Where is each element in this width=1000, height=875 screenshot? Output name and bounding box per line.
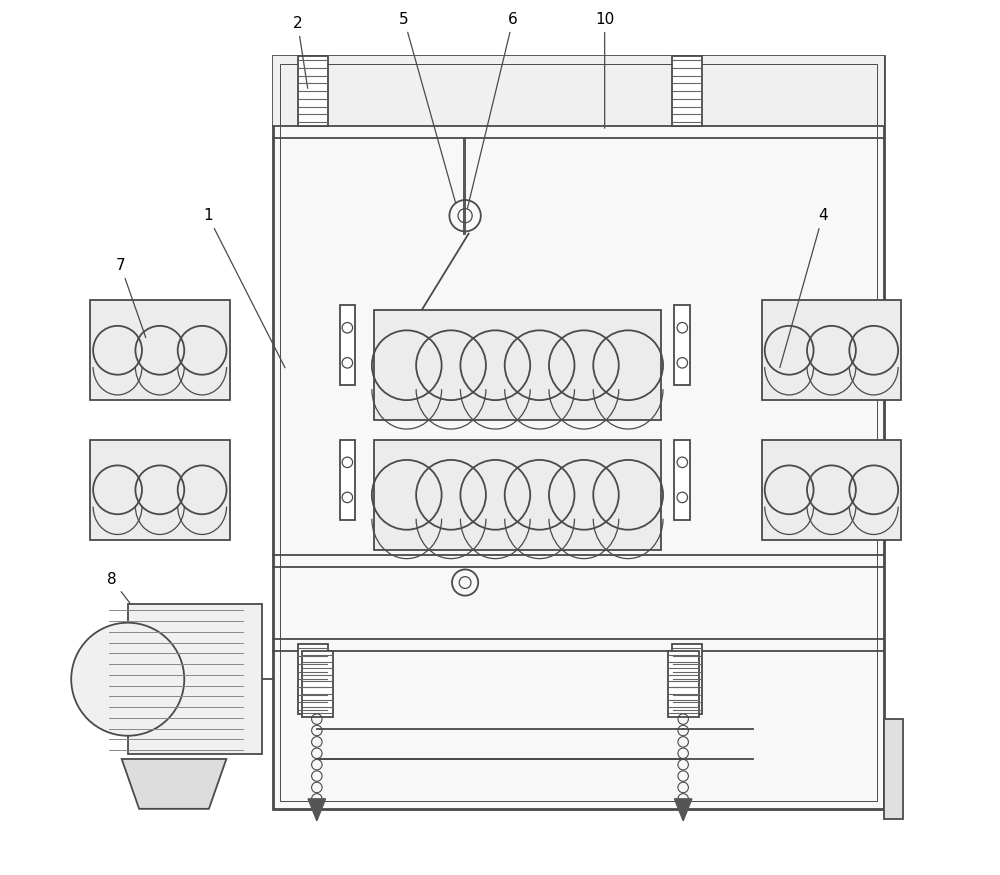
Bar	[674, 305, 690, 385]
Bar	[762, 440, 901, 540]
Circle shape	[71, 623, 184, 736]
Bar	[762, 300, 901, 400]
Bar	[672, 56, 702, 126]
Text: 4: 4	[780, 208, 828, 368]
Bar	[298, 644, 328, 714]
Text: 10: 10	[595, 12, 614, 129]
Text: 2: 2	[293, 16, 308, 88]
Bar	[90, 440, 230, 540]
Bar	[668, 651, 699, 718]
Bar	[674, 440, 690, 520]
Polygon shape	[122, 759, 226, 808]
Bar	[374, 440, 661, 550]
Text: 8: 8	[107, 572, 141, 617]
Bar	[672, 644, 702, 714]
Text: 1: 1	[203, 208, 285, 368]
Bar	[340, 440, 355, 520]
Bar	[374, 311, 661, 420]
Bar	[884, 719, 903, 819]
Polygon shape	[674, 799, 692, 821]
Bar	[298, 56, 328, 126]
Bar	[273, 56, 884, 126]
Bar	[302, 651, 333, 718]
Text: 6: 6	[468, 12, 518, 208]
Text: 7: 7	[116, 258, 146, 338]
Bar	[340, 305, 355, 385]
Text: 5: 5	[399, 12, 456, 203]
Polygon shape	[308, 799, 326, 821]
Bar	[273, 56, 884, 809]
Bar	[128, 605, 262, 754]
Bar	[280, 64, 877, 801]
Bar	[90, 300, 230, 400]
